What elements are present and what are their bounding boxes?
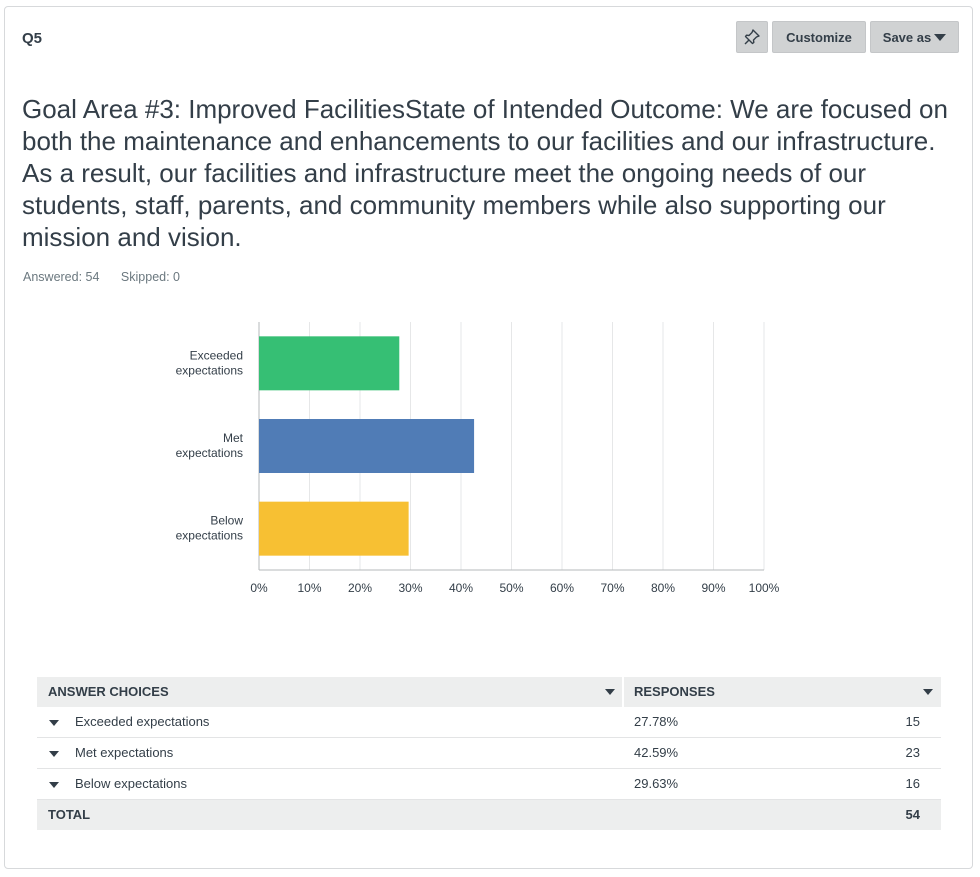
sort-choices-icon[interactable] — [605, 689, 615, 695]
row-count: 23 — [905, 745, 920, 760]
header-answer-choices[interactable]: ANSWER CHOICES — [48, 684, 169, 699]
row-percent: 27.78% — [634, 714, 679, 729]
answer-table: ANSWER CHOICES RESPONSES Exceeded expect… — [37, 677, 941, 830]
row-count: 16 — [905, 776, 920, 791]
x-tick-label: 10% — [297, 581, 321, 595]
header-responses[interactable]: RESPONSES — [634, 684, 715, 699]
table-row: Met expectations 42.59% 23 — [37, 738, 941, 769]
table-header: ANSWER CHOICES RESPONSES — [37, 677, 941, 707]
total-count: 54 — [905, 807, 920, 822]
bar-chart: 0% 10% 20% 30% 40% 50% 60% 70% 80% 90% 100% Exceede… — [176, 322, 780, 595]
y-category-label: Exceeded — [190, 348, 243, 362]
x-tick-label: 80% — [651, 581, 675, 595]
row-choice: Exceeded expectations — [75, 714, 210, 729]
y-category-label: Met — [223, 431, 244, 445]
row-count: 15 — [905, 714, 920, 729]
bar — [259, 336, 400, 391]
x-tick-label: 40% — [449, 581, 473, 595]
expand-row-icon[interactable] — [49, 751, 59, 757]
y-category-label: expectations — [176, 363, 243, 377]
question-title: Goal Area #3: Improved FacilitiesState o… — [22, 94, 948, 252]
question-number: Q5 — [22, 30, 43, 47]
total-label: TOTAL — [48, 807, 91, 822]
customize-label: Customize — [786, 29, 852, 45]
expand-row-icon[interactable] — [49, 782, 59, 788]
question-card: Q5 Customize Save as Goal Area #3: Impro… — [4, 6, 973, 869]
pin-button[interactable] — [736, 21, 768, 53]
bar — [259, 419, 475, 473]
bar — [259, 501, 409, 556]
save-as-button[interactable]: Save as — [870, 21, 959, 53]
customize-button[interactable]: Customize — [772, 21, 866, 53]
header-divider — [622, 677, 624, 707]
row-choice: Met expectations — [75, 745, 174, 760]
x-tick-label: 50% — [499, 581, 523, 595]
x-tick-label: 100% — [749, 581, 780, 595]
expand-row-icon[interactable] — [49, 720, 59, 726]
save-as-label: Save as — [882, 29, 932, 45]
x-tick-label: 0% — [250, 581, 268, 595]
response-stats: Answered: 54 Skipped: 0 — [23, 270, 198, 284]
x-tick-label: 20% — [348, 581, 372, 595]
table-row: Below expectations 29.63% 16 — [37, 769, 941, 800]
y-category-label: expectations — [176, 446, 243, 460]
sort-responses-icon[interactable] — [923, 689, 933, 695]
row-choice: Below expectations — [75, 776, 188, 791]
row-percent: 29.63% — [634, 776, 679, 791]
pin-icon — [744, 29, 760, 45]
caret-down-icon — [934, 33, 947, 41]
x-tick-label: 90% — [701, 581, 725, 595]
skipped-count: Skipped: 0 — [120, 270, 180, 284]
y-category-label: expectations — [176, 529, 243, 543]
row-percent: 42.59% — [634, 745, 679, 760]
answered-count: Answered: 54 — [23, 270, 100, 284]
x-tick-label: 70% — [600, 581, 624, 595]
table-row: Exceeded expectations 27.78% 15 — [37, 707, 941, 738]
x-tick-label: 60% — [550, 581, 574, 595]
table-total-row: TOTAL 54 — [37, 800, 941, 830]
x-tick-label: 30% — [398, 581, 422, 595]
y-category-label: Below — [210, 514, 243, 528]
